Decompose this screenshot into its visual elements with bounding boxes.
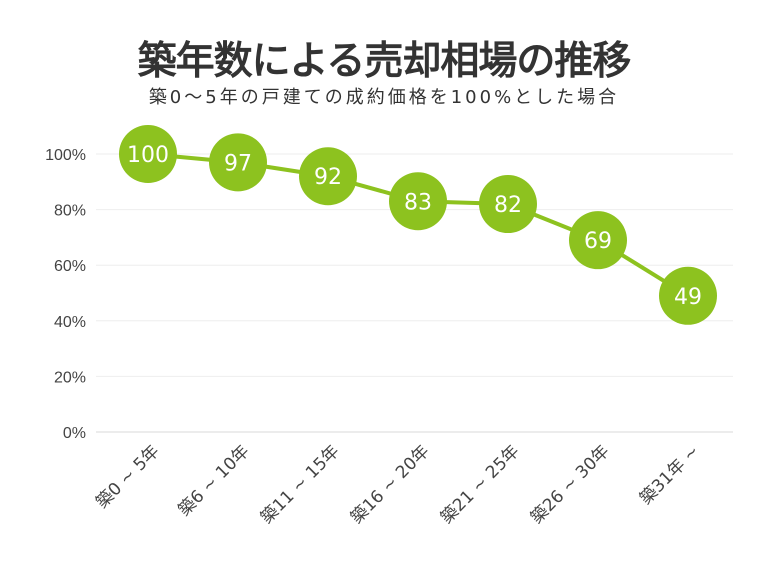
y-tick-label: 80% xyxy=(54,203,86,220)
data-label: 83 xyxy=(404,190,432,215)
data-point xyxy=(569,211,627,270)
data-point xyxy=(659,266,717,325)
x-tick-label: 築26 ~ 30年 xyxy=(527,441,613,527)
data-label: 92 xyxy=(314,165,342,190)
chart-subtitle: 築0〜5年の戸建ての成約価格を100%とした場合 xyxy=(148,87,620,108)
y-tick-label: 60% xyxy=(54,258,86,275)
chart-title: 築年数による売却相場の推移 xyxy=(137,39,632,84)
data-point xyxy=(299,147,357,206)
data-point xyxy=(389,172,447,231)
x-tick-label: 築31年 ~ xyxy=(636,441,703,508)
x-tick-label: 築6 ~ 10年 xyxy=(175,441,254,520)
data-label: 97 xyxy=(224,151,252,176)
x-tick-label: 築0 ~ 5年 xyxy=(92,441,163,512)
x-tick-label: 築11 ~ 15年 xyxy=(257,441,343,527)
data-label: 49 xyxy=(674,285,702,310)
data-label: 82 xyxy=(494,193,522,218)
y-tick-label: 40% xyxy=(54,314,86,331)
data-label: 100 xyxy=(127,143,169,168)
y-tick-label: 20% xyxy=(54,369,86,386)
data-label: 69 xyxy=(584,229,612,254)
x-tick-label: 築21 ~ 25年 xyxy=(437,441,523,527)
data-point xyxy=(119,125,177,183)
x-tick-label: 築16 ~ 20年 xyxy=(347,441,433,527)
y-tick-label: 0% xyxy=(63,425,86,442)
y-tick-label: 100% xyxy=(45,147,86,164)
data-point xyxy=(479,175,537,234)
data-point xyxy=(209,133,267,192)
